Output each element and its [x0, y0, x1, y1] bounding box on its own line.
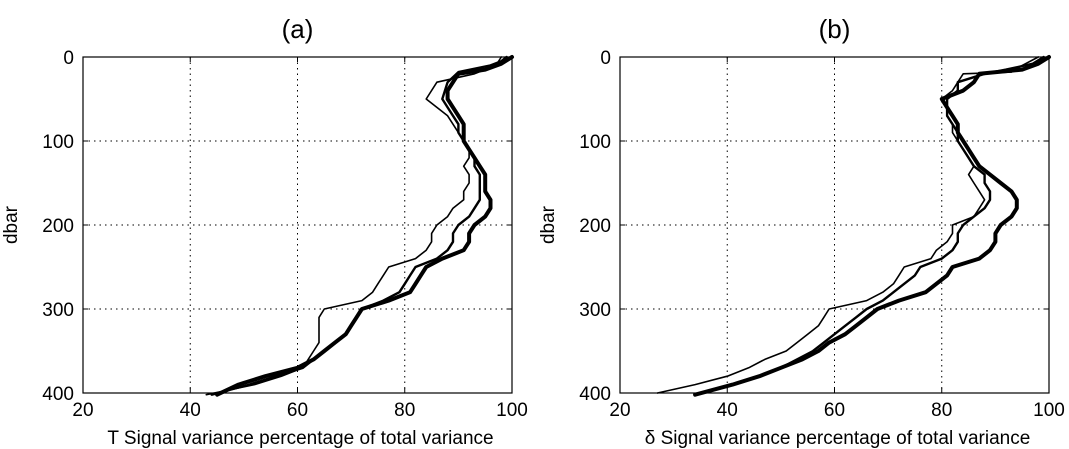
chart-panel-1: 20 40 60 80 100 0 100 200 300 400 (a) T Signal vari… [1, 14, 528, 449]
series-line-thick [215, 55, 514, 397]
x-tick-label: 20 [72, 400, 93, 421]
x-tick-label: 20 [609, 400, 630, 421]
x-tick-label: 40 [180, 400, 201, 421]
y-axis-label: dbar [1, 205, 22, 244]
y-tick-label: 400 [579, 384, 611, 405]
y-tick-label: 100 [579, 132, 611, 153]
chart-title: (b) [819, 14, 851, 44]
x-tick-label: 40 [717, 400, 738, 421]
y-tick-label: 100 [42, 132, 74, 153]
x-tick-label: 80 [931, 400, 952, 421]
y-tick-label: 0 [63, 48, 74, 69]
chart-title: (a) [282, 14, 314, 44]
y-tick-label: 200 [42, 216, 74, 237]
x-tick-label: 100 [496, 400, 528, 421]
y-tick-label: 300 [42, 300, 74, 321]
series-line-medium [210, 55, 508, 396]
x-tick-label: 60 [287, 400, 308, 421]
series-line-medium [693, 55, 1045, 396]
x-axis-label: δ Signal variance percentage of total va… [645, 428, 1031, 449]
x-tick-label: 100 [1033, 400, 1065, 421]
series-line-thick [693, 55, 1051, 397]
series-line-thin [205, 56, 503, 396]
y-tick-label: 400 [42, 384, 74, 405]
x-axis-label: T Signal variance percentage of total va… [107, 428, 493, 449]
y-tick-label: 0 [600, 48, 611, 69]
x-tick-label: 80 [394, 400, 415, 421]
y-tick-label: 300 [579, 300, 611, 321]
chart-panel-2: 20 40 60 80 100 0 100 200 300 400 (b) δ Signal vari… [538, 14, 1065, 449]
x-tick-label: 60 [824, 400, 845, 421]
y-axis-label: dbar [538, 205, 559, 244]
y-tick-label: 200 [579, 216, 611, 237]
